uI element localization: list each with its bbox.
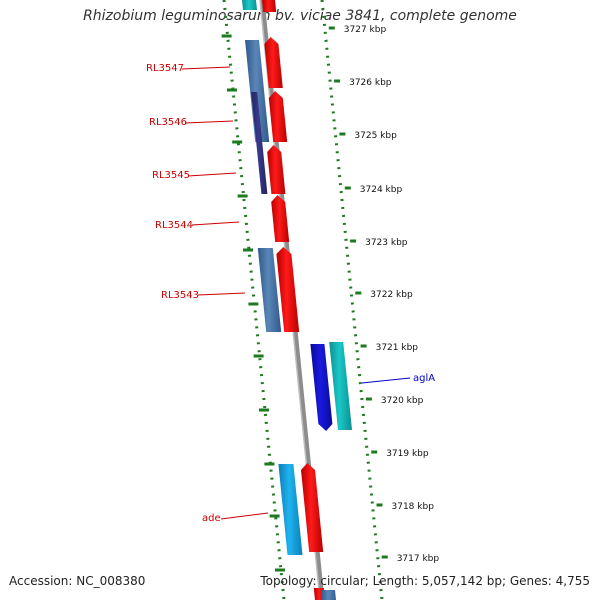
gene-arrow-forward — [268, 91, 288, 142]
ruler-label: 3724 kbp — [360, 185, 403, 195]
gene-arrow-forward — [301, 463, 324, 552]
gene-arrow-reverse — [242, 0, 257, 10]
gene-arrow-reverse — [278, 464, 303, 555]
gene-label-leader — [184, 120, 234, 124]
ruler-label: 3725 kbp — [354, 131, 397, 141]
gene-arrow-neighbor — [329, 342, 352, 430]
gene-arrow-forward — [267, 145, 286, 194]
outer-dotted-track — [320, 0, 384, 600]
gene-arrow-forward — [271, 195, 290, 242]
ruler-label: 3717 kbp — [397, 554, 440, 564]
accession-text: Accession: NC_008380 — [9, 574, 146, 588]
ruler-label: 3727 kbp — [344, 25, 387, 35]
gene-arrow-reverse — [251, 92, 268, 194]
gene-label: aglA — [413, 373, 435, 384]
gene-arrow-aglA — [310, 344, 333, 431]
ruler-label: 3718 kbp — [392, 502, 435, 512]
gene-label: RL3547 — [146, 63, 184, 74]
ruler-label: 3726 kbp — [349, 78, 392, 88]
gene-label-leader — [220, 512, 269, 520]
gene-arrow-reverse — [245, 40, 270, 142]
gene-label-leader — [181, 66, 231, 70]
gene-label: RL3546 — [149, 117, 187, 128]
ruler-label: 3723 kbp — [365, 238, 408, 248]
ruler-label: 3722 kbp — [370, 290, 413, 300]
gene-arrow-forward — [262, 0, 277, 12]
gene-arrow-reverse — [321, 590, 336, 600]
ruler-label: 3720 kbp — [381, 396, 424, 406]
gene-arrow-forward — [264, 37, 283, 88]
gene-arrow-reverse — [257, 248, 282, 332]
gene-label: RL3545 — [152, 170, 190, 181]
ruler-label: 3721 kbp — [376, 343, 419, 353]
gene-label-leader — [361, 377, 411, 384]
map-title: Rhizobium leguminosarum bv. viciae 3841,… — [83, 8, 517, 24]
gene-label: RL3544 — [155, 220, 193, 231]
ruler-label: 3719 kbp — [386, 449, 429, 459]
gene-label-leader — [197, 292, 246, 296]
gene-label: ade — [202, 513, 221, 524]
gene-label: RL3543 — [161, 290, 199, 301]
gene-label-leader — [187, 172, 237, 177]
gene-arrow-forward — [276, 247, 300, 332]
gene-label-leader — [191, 221, 240, 226]
topology-text: Topology: circular; Length: 5,057,142 bp… — [260, 574, 590, 588]
